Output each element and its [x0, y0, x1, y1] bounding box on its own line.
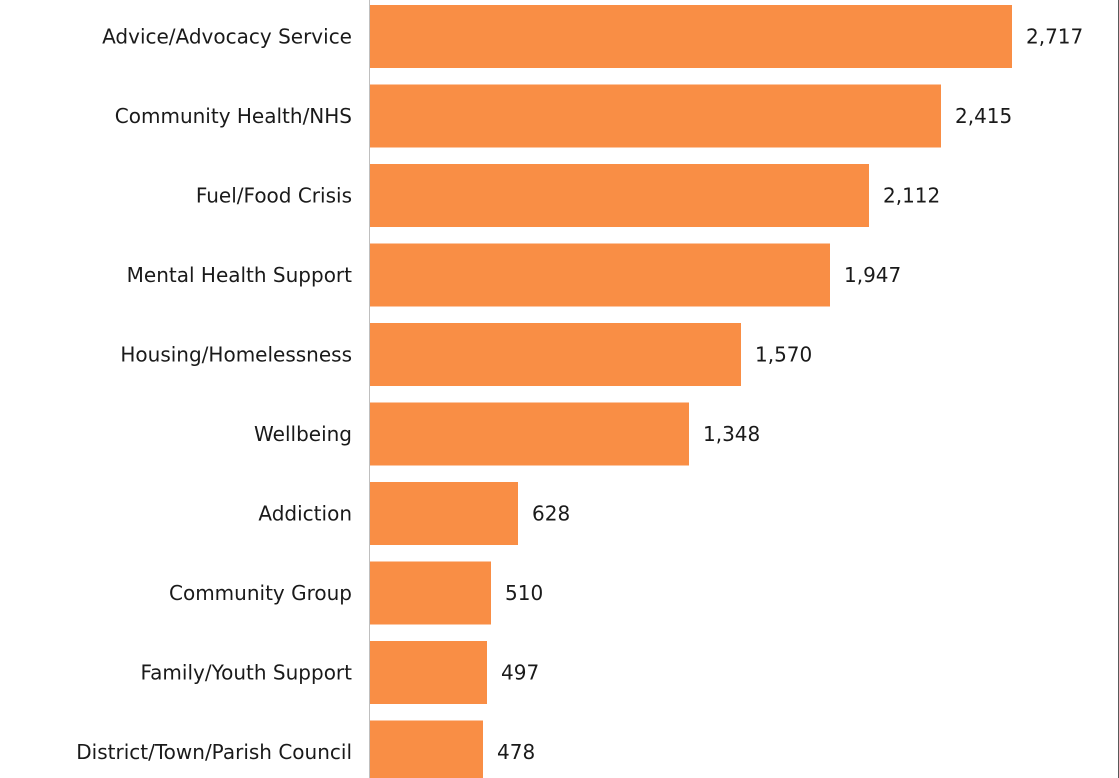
value-label: 1,348 [703, 422, 760, 446]
category-label: District/Town/Parish Council [76, 740, 352, 764]
category-label: Fuel/Food Crisis [196, 184, 352, 208]
value-label: 2,415 [955, 104, 1012, 128]
bar [370, 482, 518, 545]
bar [370, 323, 741, 386]
bar [370, 164, 869, 227]
bar [370, 243, 830, 307]
category-label: Wellbeing [254, 422, 352, 446]
value-label: 1,947 [844, 263, 901, 287]
value-label: 628 [532, 502, 570, 526]
value-label: 2,717 [1026, 25, 1083, 49]
bar [370, 641, 487, 704]
category-label: Community Group [169, 581, 352, 605]
category-label: Addiction [258, 502, 352, 526]
value-label: 2,112 [883, 184, 940, 208]
category-label: Mental Health Support [127, 263, 353, 287]
value-label: 510 [505, 581, 543, 605]
category-label: Family/Youth Support [140, 661, 352, 685]
bars [370, 5, 1012, 778]
bar [370, 720, 483, 778]
bar [370, 84, 941, 148]
bar [370, 561, 491, 625]
bar [370, 5, 1012, 68]
value-label: 1,570 [755, 343, 812, 367]
category-label: Community Health/NHS [115, 104, 352, 128]
category-labels: Advice/Advocacy Service Community Health/… [76, 25, 352, 765]
category-label: Advice/Advocacy Service [102, 25, 352, 49]
value-labels: 2,717 2,415 2,112 1,947 1,570 1,348 628 510 497 4… [497, 25, 1083, 765]
bar [370, 402, 689, 466]
category-label: Housing/Homelessness [120, 343, 352, 367]
value-label: 497 [501, 661, 539, 685]
value-label: 478 [497, 740, 535, 764]
